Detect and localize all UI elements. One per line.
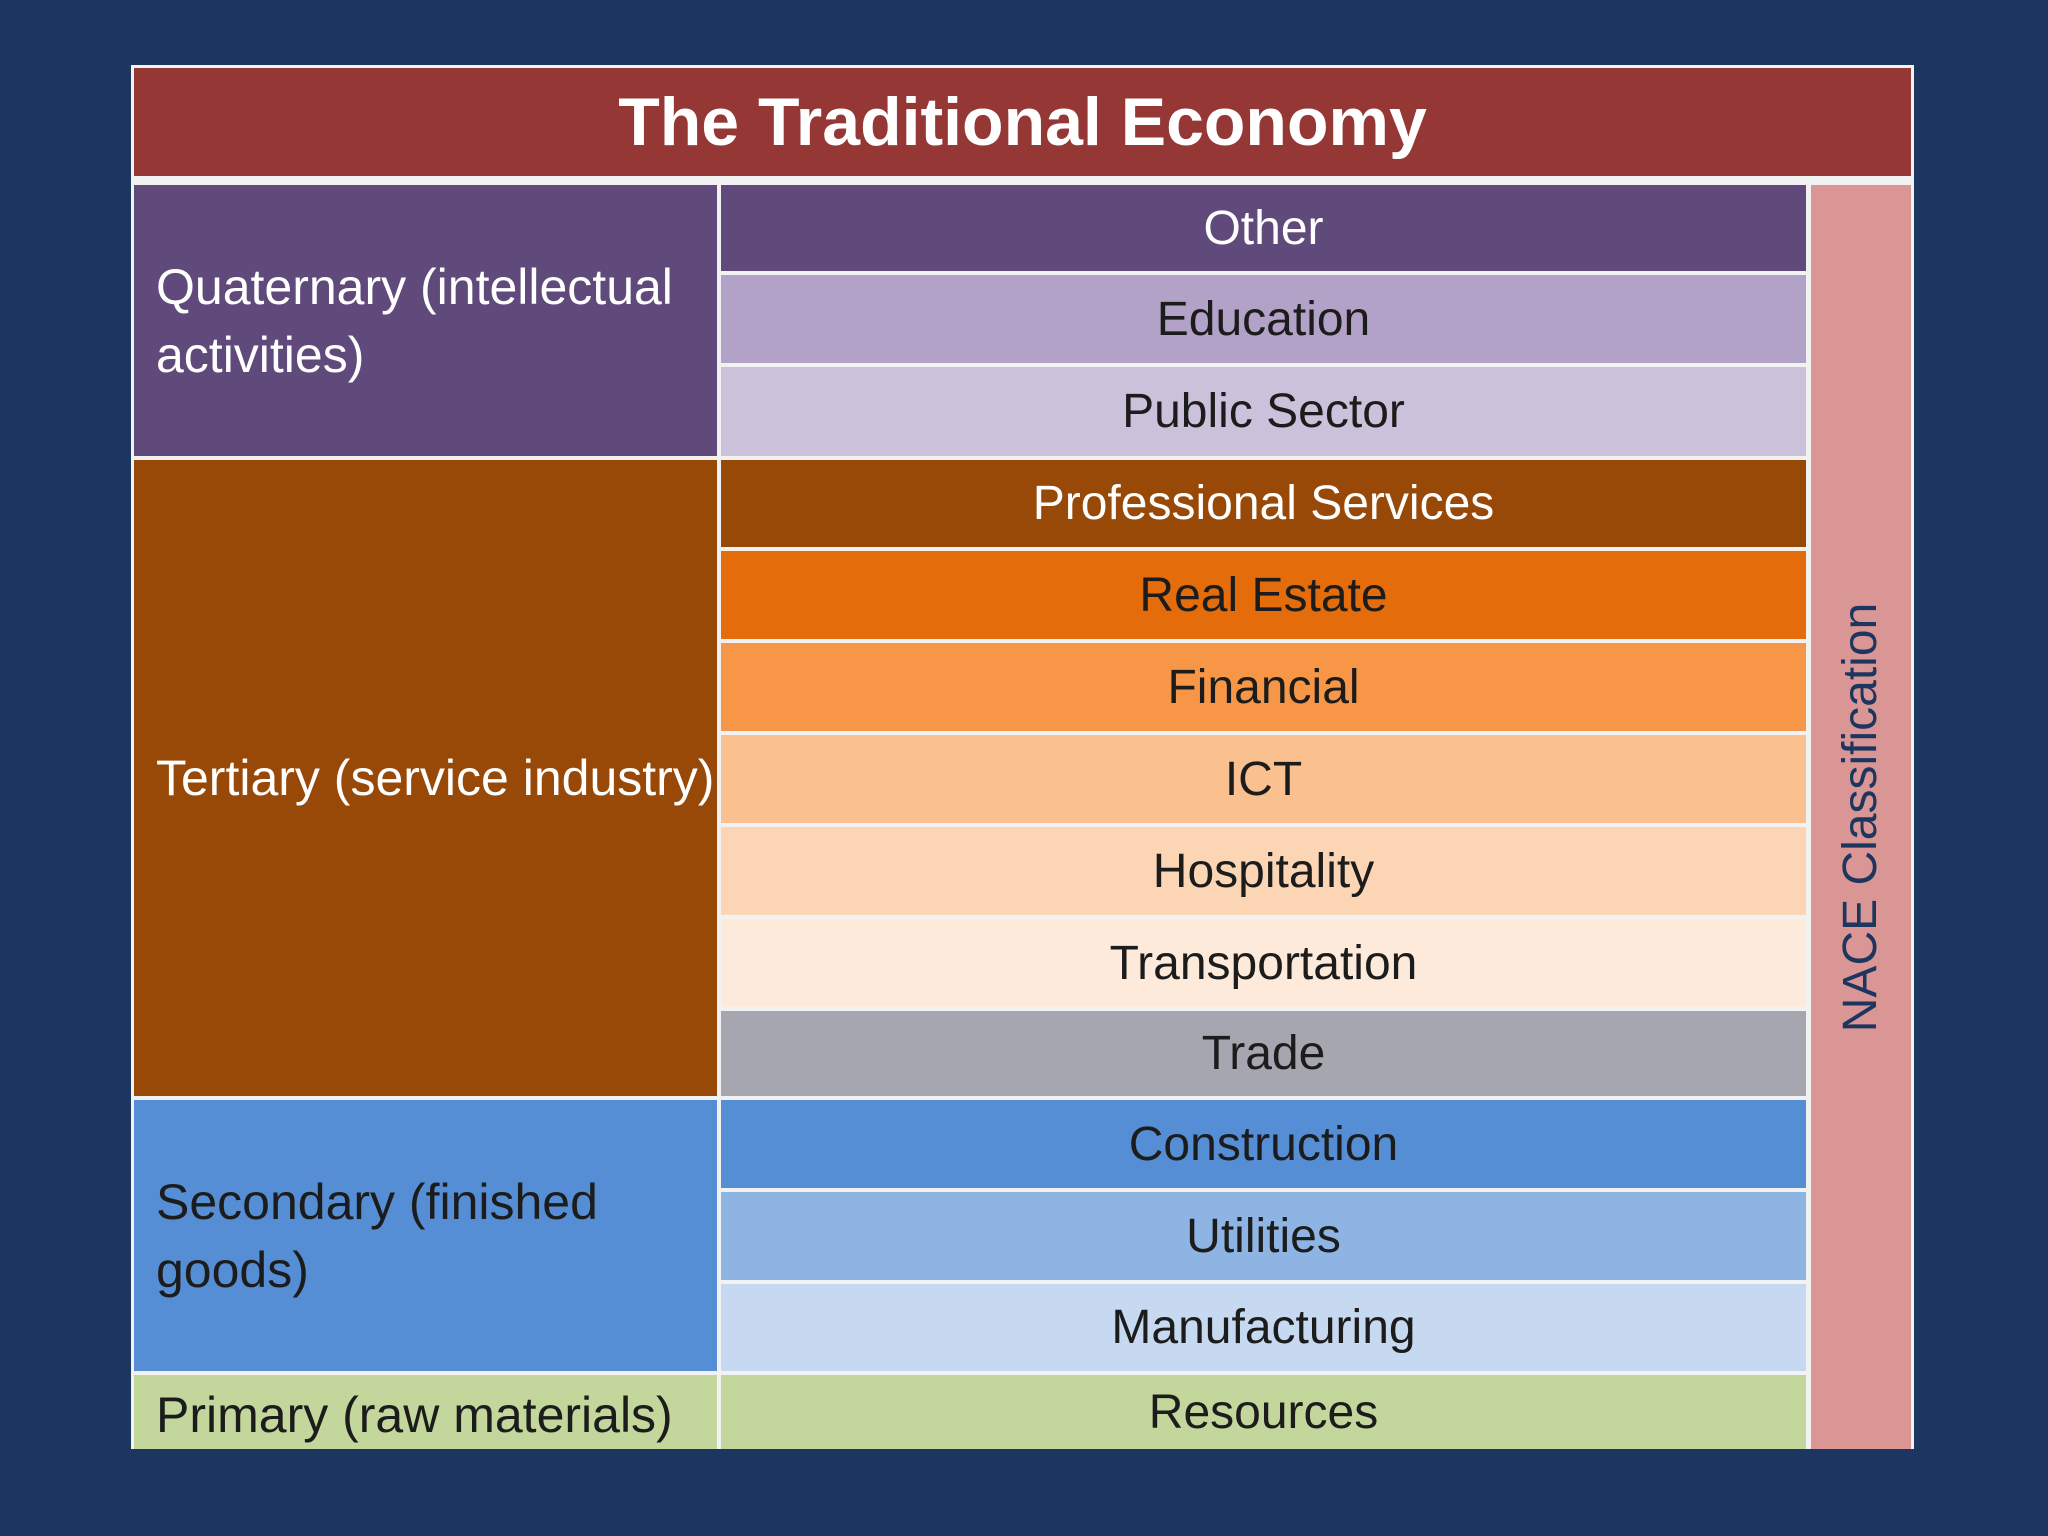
sector-transportation-label: Transportation xyxy=(1109,936,1418,990)
sector-other: Other xyxy=(721,185,1806,271)
sector-ict: ICT xyxy=(721,735,1806,823)
group-primary-label: Primary (raw materials) xyxy=(156,1387,673,1443)
sector-manufacturing: Manufacturing xyxy=(721,1284,1806,1371)
nace-classification-bar: NACE Classification xyxy=(1811,185,1911,1449)
sector-utilities: Utilities xyxy=(721,1192,1806,1280)
nace-classification-label: NACE Classification xyxy=(1834,602,1888,1032)
sector-real-estate-label: Real Estate xyxy=(1139,568,1388,622)
sector-trade-label: Trade xyxy=(1201,1027,1326,1080)
sector-hospitality-label: Hospitality xyxy=(1152,844,1375,898)
sector-resources: Resources xyxy=(721,1375,1806,1449)
group-tertiary: Tertiary (service industry) xyxy=(134,460,717,1096)
sector-real-estate: Real Estate xyxy=(721,551,1806,639)
sector-construction: Construction xyxy=(721,1100,1806,1188)
group-secondary-label: Secondary (finished goods) xyxy=(156,1173,598,1298)
sector-ict-label: ICT xyxy=(1224,752,1303,806)
sector-construction-label: Construction xyxy=(1128,1117,1399,1171)
sector-professional-services: Professional Services xyxy=(721,460,1806,547)
group-primary: Primary (raw materials) xyxy=(134,1375,717,1449)
group-quaternary-label: Quaternary (intellectual activities) xyxy=(156,258,673,383)
diagram-title: The Traditional Economy xyxy=(134,68,1911,176)
sector-public-sector: Public Sector xyxy=(721,367,1806,456)
sector-education: Education xyxy=(721,275,1806,363)
sector-utilities-label: Utilities xyxy=(1186,1209,1341,1263)
sector-financial-label: Financial xyxy=(1167,660,1360,714)
sector-resources-label: Resources xyxy=(1148,1385,1379,1439)
sector-manufacturing-label: Manufacturing xyxy=(1111,1301,1416,1354)
group-secondary: Secondary (finished goods) xyxy=(134,1100,717,1371)
sector-professional-services-label: Professional Services xyxy=(1032,477,1495,530)
group-quaternary: Quaternary (intellectual activities) xyxy=(134,185,717,456)
sector-trade: Trade xyxy=(721,1011,1806,1096)
sector-transportation: Transportation xyxy=(721,919,1806,1007)
sector-financial: Financial xyxy=(721,643,1806,731)
sector-hospitality: Hospitality xyxy=(721,827,1806,915)
sector-other-label: Other xyxy=(1203,201,1324,255)
sector-public-sector-label: Public Sector xyxy=(1122,385,1405,438)
diagram-frame: The Traditional Economy Quaternary (inte… xyxy=(131,65,1914,1449)
group-tertiary-label: Tertiary (service industry) xyxy=(156,750,715,806)
sector-education-label: Education xyxy=(1156,292,1371,346)
